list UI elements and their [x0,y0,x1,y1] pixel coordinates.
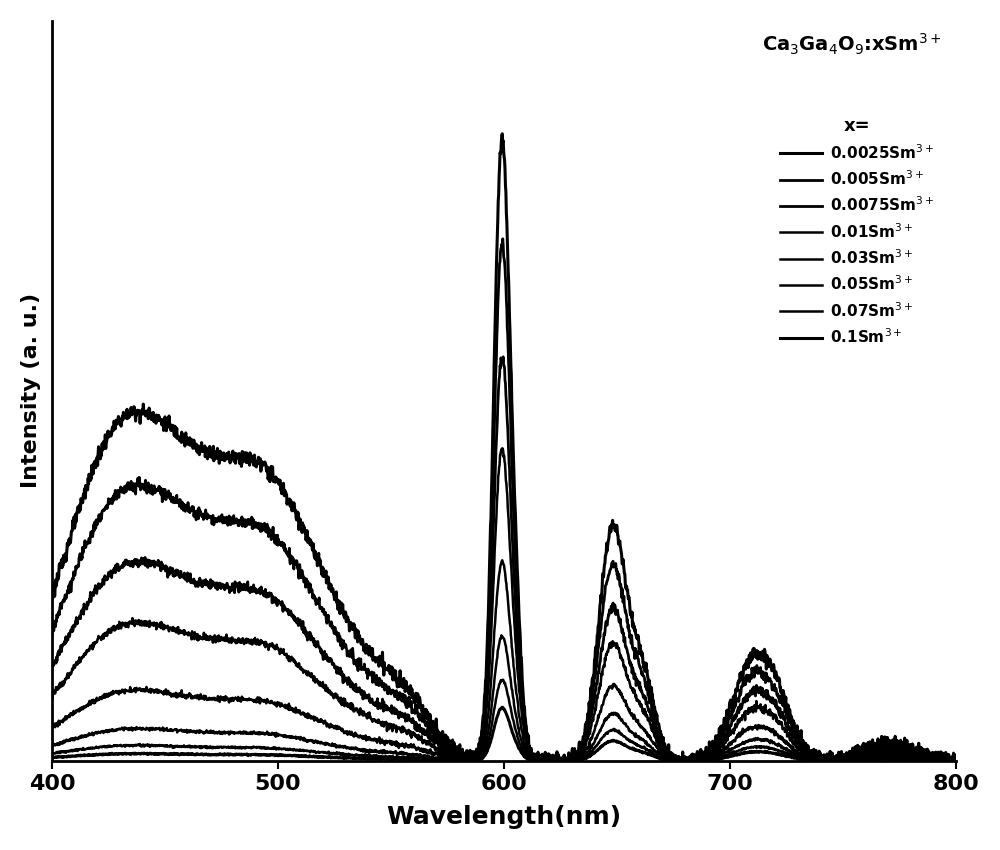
Legend: 0.0025Sm$^{3+}$, 0.005Sm$^{3+}$, 0.0075Sm$^{3+}$, 0.01Sm$^{3+}$, 0.03Sm$^{3+}$, : 0.0025Sm$^{3+}$, 0.005Sm$^{3+}$, 0.0075S… [780,117,935,346]
Text: Ca$_3$Ga$_4$O$_9$:xSm$^{3+}$: Ca$_3$Ga$_4$O$_9$:xSm$^{3+}$ [762,32,942,57]
Y-axis label: Intensity (a. u.): Intensity (a. u.) [21,293,41,489]
X-axis label: Wavelength(nm): Wavelength(nm) [386,805,621,829]
